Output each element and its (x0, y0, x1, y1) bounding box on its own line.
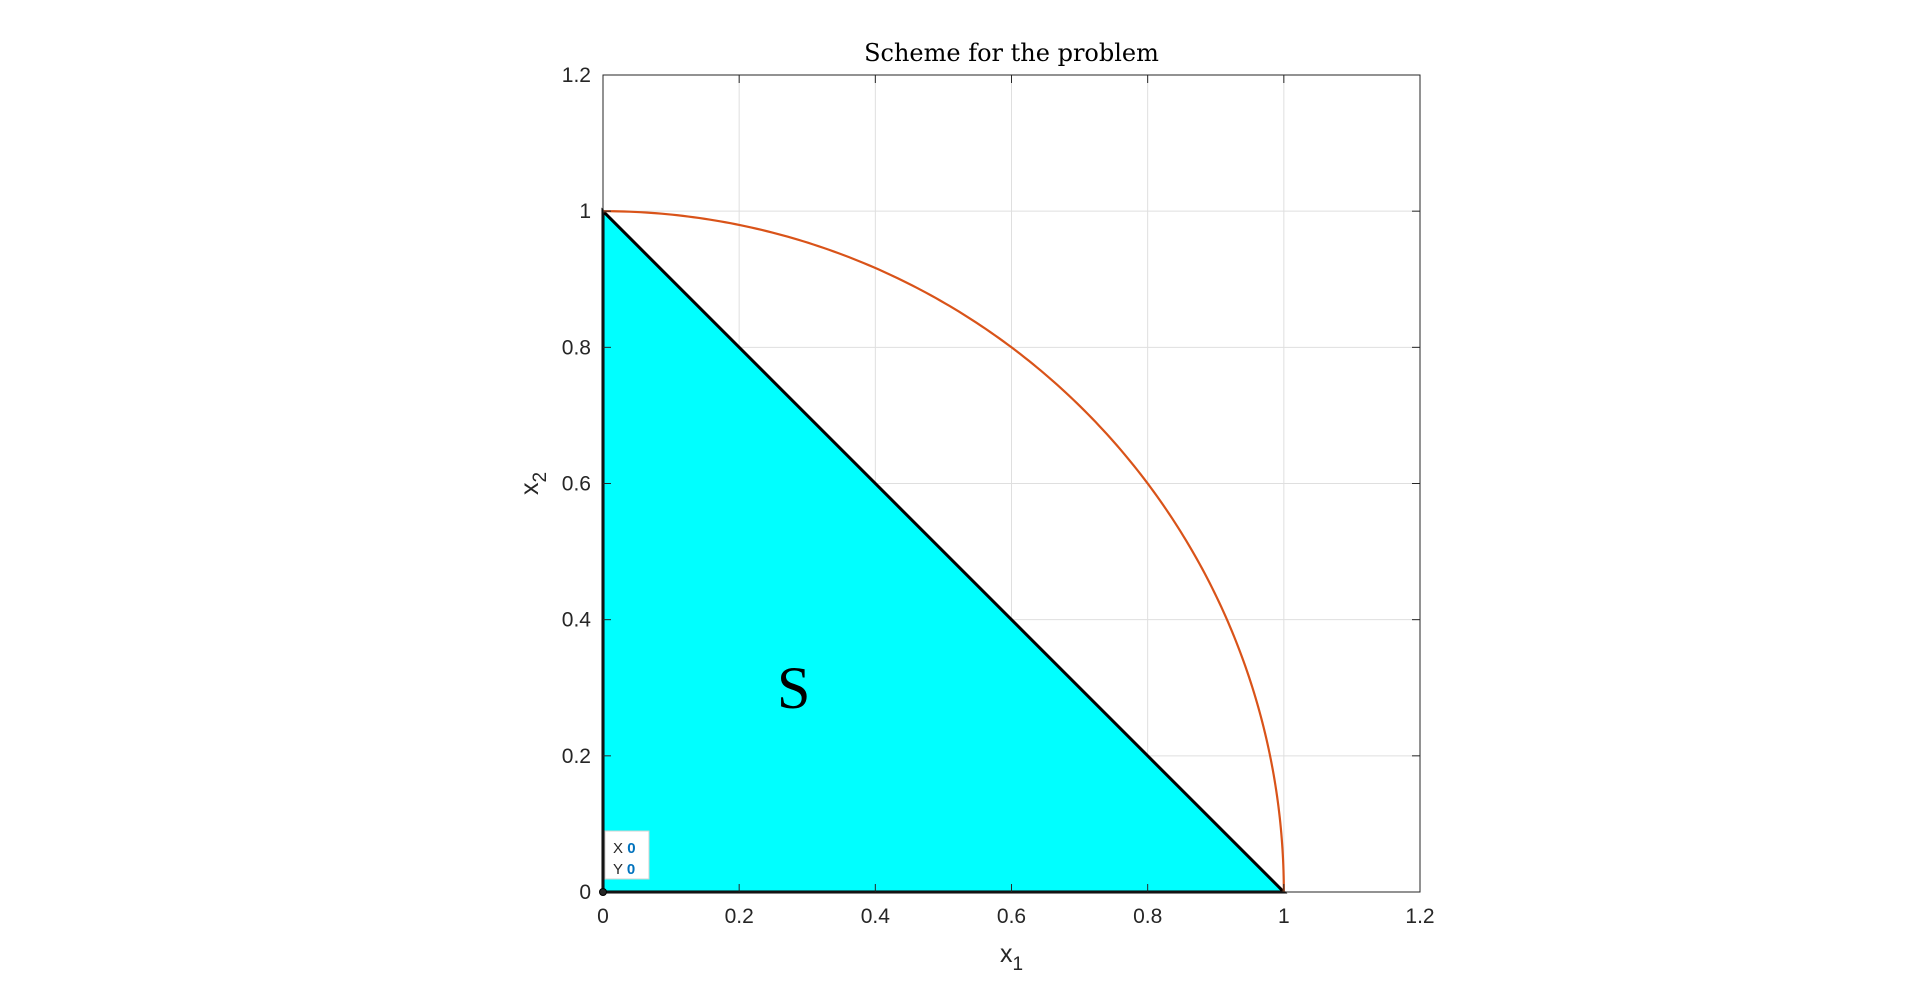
y-axis-label: x2 (516, 472, 551, 495)
chart-title: Scheme for the problem (864, 39, 1159, 67)
y-tick-label-6: 1.2 (562, 64, 591, 87)
y-tick-label-1: 0.2 (562, 745, 591, 768)
x-tick-label-0: 0 (597, 905, 609, 928)
y-tick-label-3: 0.6 (562, 473, 591, 496)
x-tick-label-5: 1 (1278, 905, 1290, 928)
tick-labels: 0 0.2 0.4 0.6 0.8 1 1.2 0 0.2 0.4 0.6 0.8 1 1.2 (562, 64, 1435, 928)
ticks (602, 74, 1421, 893)
x-tick-label-6: 1.2 (1405, 905, 1434, 928)
datatip-y-label: Y (613, 861, 623, 878)
datatip-y-value: 0 (627, 861, 635, 878)
x-axis-label-sub: 1 (1012, 954, 1023, 975)
y-axis-label-sub: 2 (530, 472, 551, 483)
datatip-x-value: 0 (627, 840, 635, 857)
x-tick-label-1: 0.2 (725, 905, 754, 928)
x-tick-label-3: 0.6 (997, 905, 1026, 928)
datatip-x-row: X 0 (613, 840, 636, 857)
y-tick-label-0: 0 (579, 881, 591, 904)
datatip-marker[interactable] (599, 888, 607, 896)
region-label-s: S (777, 655, 810, 721)
datatip[interactable]: X 0 Y 0 (599, 830, 650, 896)
curve-layer (602, 210, 1285, 893)
datatip-y-row: Y 0 (613, 861, 635, 878)
y-axis-label-base: x (516, 482, 544, 495)
x-axis-label-base: x (1000, 940, 1013, 968)
y-tick-label-2: 0.4 (562, 609, 592, 632)
x-tick-label-4: 0.8 (1133, 905, 1162, 928)
x-tick-label-2: 0.4 (861, 905, 891, 928)
quarter-circle-curve (602, 210, 1285, 893)
datatip-box[interactable] (604, 830, 650, 880)
y-tick-label-5: 1 (579, 200, 591, 223)
x-axis-label: x1 (1000, 940, 1023, 975)
datatip-x-label: X (613, 840, 623, 857)
y-tick-label-4: 0.8 (562, 336, 591, 359)
